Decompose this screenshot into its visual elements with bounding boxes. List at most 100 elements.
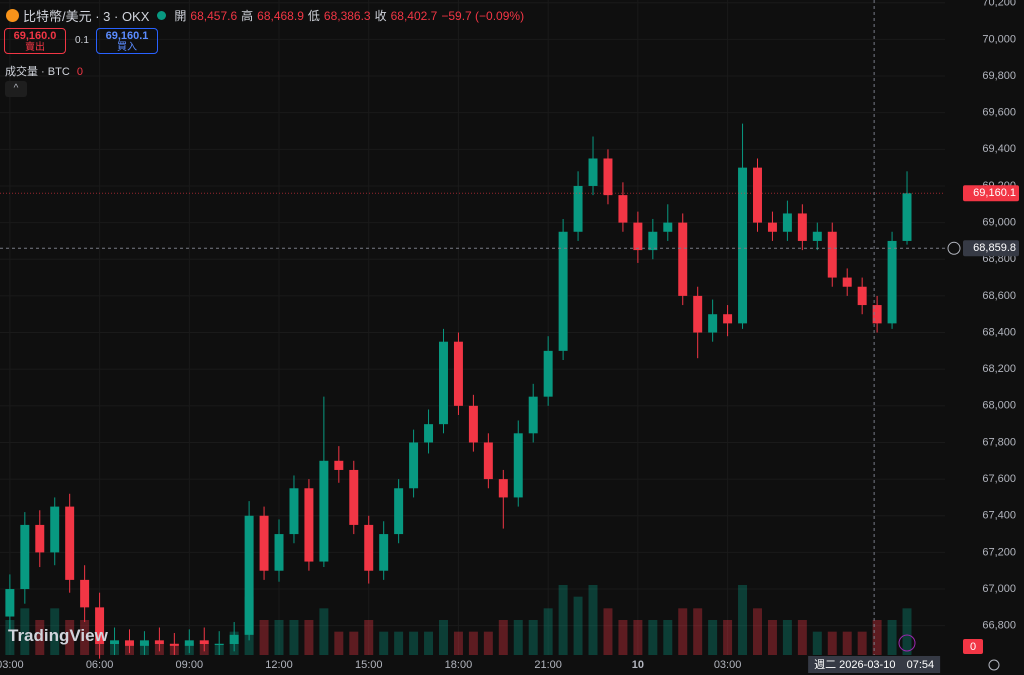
candle-body: [274, 534, 284, 571]
coin-icon: [6, 9, 19, 22]
candle-body: [319, 460, 329, 562]
volume-bar: [842, 631, 852, 655]
crosshair-tag: [963, 240, 1019, 257]
candle-body: [573, 185, 583, 232]
candle-body: [424, 424, 434, 443]
candle-body: [199, 640, 209, 645]
crosshair-price: 68,859.8: [973, 242, 1016, 254]
close-label: 收: [374, 9, 387, 23]
high-label: 高: [241, 9, 254, 23]
x-tick-label: 15:00: [355, 659, 383, 671]
collapse-button[interactable]: ^: [5, 81, 27, 97]
candle-body: [259, 515, 269, 571]
candle-body: [738, 167, 748, 324]
x-tick-label: 10: [632, 659, 644, 671]
y-tick-label: 66,800: [982, 620, 1016, 632]
volume-bar: [394, 631, 404, 655]
volume-bar: [782, 620, 792, 655]
candle-body: [498, 479, 508, 498]
candle-body: [827, 231, 837, 278]
volume-tag: [963, 639, 983, 654]
candle-body: [304, 488, 314, 562]
candle-body: [603, 158, 613, 196]
volume-bar: [633, 620, 643, 655]
candle-body: [618, 195, 628, 223]
y-tick-label: 67,200: [982, 546, 1016, 558]
buy-label: 買入: [117, 42, 137, 53]
candle-body: [169, 644, 179, 646]
volume-bar: [50, 608, 60, 655]
volume-bar: [304, 620, 314, 655]
volume-bar: [513, 620, 523, 655]
candle-body: [125, 640, 134, 646]
candle-body: [65, 506, 75, 580]
candle-body: [483, 442, 493, 480]
sell-button[interactable]: 69,160.0 賣出: [4, 28, 66, 54]
open: 68,457.6: [190, 8, 238, 23]
x-tick-label: 09:00: [176, 659, 204, 671]
x-tick-label: 18:00: [445, 659, 473, 671]
volume-bar: [439, 620, 448, 655]
volume-legend: 成交量 · BTC 0: [5, 63, 83, 79]
candle-body: [887, 240, 897, 324]
x-tick-label: 12:00: [265, 659, 293, 671]
add-alert-button: [947, 241, 961, 255]
volume-bar: [812, 631, 822, 655]
volume-title: 成交量 · BTC: [5, 66, 70, 78]
candle-body: [184, 640, 194, 646]
y-tick-label: 69,000: [982, 217, 1016, 229]
candle-body: [468, 405, 478, 443]
crosshair-date: 週二 2026-03-10: [814, 658, 895, 671]
candle-body: [767, 222, 777, 232]
crosshair-time: 07:54: [907, 659, 935, 671]
candle-body: [797, 213, 807, 241]
candle-body: [244, 515, 254, 635]
y-tick-label: 68,200: [982, 363, 1016, 375]
header: 比特幣/美元 · 3 · OKX 開 68,457.6 高 68,468.9 低 68…: [6, 6, 524, 25]
candle-body: [35, 524, 45, 553]
candle-body: [364, 524, 374, 571]
volume-bar: [20, 608, 30, 655]
candle-body: [648, 231, 658, 251]
volume-bar: [648, 620, 658, 655]
volume-bar: [364, 620, 374, 655]
candle-body: [80, 579, 90, 608]
candle-body: [439, 341, 448, 425]
y-tick-label: 69,800: [982, 70, 1016, 82]
buy-button[interactable]: 69,160.1 買入: [96, 28, 158, 54]
symbol[interactable]: 比特幣/美元 · 3 · OKX: [23, 9, 150, 24]
y-tick-label: 68,000: [982, 400, 1016, 412]
candle-body: [289, 488, 299, 535]
volume-bar: [498, 620, 508, 655]
y-tick-label: 70,000: [982, 33, 1016, 45]
x-tick-label: 21:00: [534, 659, 562, 671]
high: 68,468.9: [257, 8, 304, 23]
candle-body: [678, 222, 688, 296]
candle-body: [753, 167, 762, 223]
sell-price: 69,160.0: [13, 30, 57, 42]
candle-body: [588, 158, 598, 186]
candle-body: [842, 277, 852, 287]
y-tick-label: 67,000: [982, 583, 1016, 595]
candle-body: [872, 305, 882, 324]
settings-button: [988, 659, 1000, 671]
candle-body: [139, 640, 149, 646]
last-price-label: 69,160.1: [973, 187, 1016, 199]
volume-bar: [573, 596, 583, 655]
candle-body: [782, 213, 792, 232]
low: 68,386.3: [323, 8, 371, 23]
volume-bar: [767, 620, 777, 655]
volume-bar: [349, 631, 359, 655]
spread: 0.1: [75, 35, 89, 46]
volume-bar: [872, 620, 882, 655]
x-tick-label: 06:00: [86, 659, 114, 671]
y-tick-label: 68,400: [982, 326, 1016, 338]
volume-bar: [887, 620, 897, 655]
candle-body: [543, 350, 553, 397]
volume-bar: [678, 608, 688, 655]
volume-bar: [528, 620, 538, 655]
volume-bar: [453, 631, 463, 655]
volume-bar: [80, 620, 90, 655]
y-tick-label: 67,600: [982, 473, 1016, 485]
